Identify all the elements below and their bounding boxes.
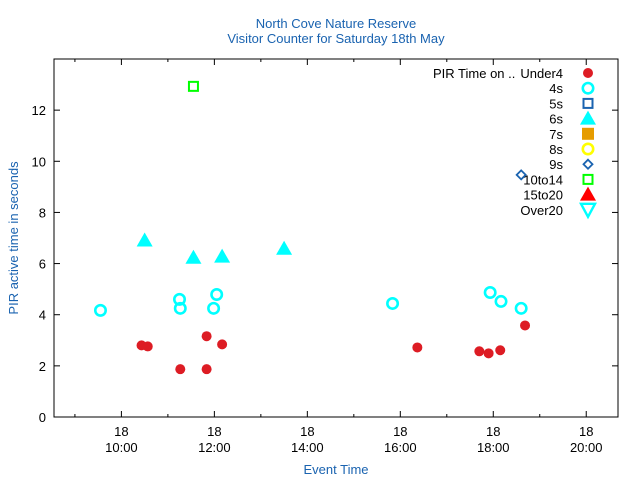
data-point-under4	[217, 339, 228, 350]
legend-marker-5s	[582, 97, 594, 109]
data-point-under4	[201, 364, 212, 375]
x-tick-label: 12:00	[198, 440, 231, 455]
legend-marker-7s	[582, 127, 594, 140]
data-point-4s	[210, 288, 224, 302]
data-point-4s	[93, 303, 107, 317]
legend-title: PIR Time on ..	[433, 66, 515, 81]
legend-label: 4s	[549, 81, 563, 96]
x-tick-day: 18	[579, 424, 593, 439]
data-point-under4	[483, 348, 494, 359]
y-axis-label: PIR active time in seconds	[6, 161, 21, 315]
y-tick-label: 8	[39, 205, 46, 220]
legend-marker-10to14	[582, 173, 594, 185]
y-tick-label: 0	[39, 410, 46, 425]
data-point-6s	[185, 249, 202, 264]
data-point-10to14	[187, 80, 199, 92]
y-tick-label: 10	[32, 154, 46, 169]
data-point-6s	[276, 240, 293, 255]
x-axis-label: Event Time	[303, 462, 368, 477]
legend-label: Under4	[520, 66, 563, 81]
x-tick-day: 18	[300, 424, 314, 439]
x-tick-label: 16:00	[384, 440, 417, 455]
data-point-4s	[173, 301, 187, 315]
x-tick-day: 18	[207, 424, 221, 439]
data-point-under4	[412, 342, 423, 353]
legend-marker-4s	[581, 81, 595, 95]
legend-label: 10to14	[523, 172, 563, 187]
legend-label: 7s	[549, 127, 563, 142]
data-point-9s	[515, 169, 527, 181]
data-point-4s	[386, 296, 400, 310]
legend-marker-under4	[583, 68, 593, 78]
x-tick-label: 20:00	[570, 440, 603, 455]
data-point-under4	[520, 320, 531, 331]
data-point-4s	[173, 292, 187, 306]
x-tick-label: 14:00	[291, 440, 324, 455]
legend: PIR Time on .. Under44s5s6s7s8s9s10to141…	[433, 66, 598, 220]
data-point-4s	[514, 301, 528, 315]
x-tick-day: 18	[486, 424, 500, 439]
data-point-under4	[142, 341, 153, 352]
legend-label: 6s	[549, 112, 563, 127]
x-tick-day: 18	[393, 424, 407, 439]
legend-marker-9s	[582, 158, 594, 170]
y-tick-label: 6	[39, 257, 46, 272]
legend-marker-over20	[578, 202, 598, 220]
chart-subtitle: Visitor Counter for Saturday 18th May	[227, 31, 445, 46]
legend-marker-8s	[581, 142, 595, 156]
legend-label: 5s	[549, 96, 563, 111]
plot-border	[53, 58, 619, 418]
data-point-4s	[494, 294, 508, 308]
data-point-under4	[175, 364, 186, 375]
data-point-under4	[201, 331, 212, 342]
y-tick-label: 2	[39, 359, 46, 374]
legend-label: 8s	[549, 142, 563, 157]
x-tick-label: 18:00	[477, 440, 510, 455]
data-point-under4	[495, 345, 506, 356]
data-point-under4	[474, 346, 485, 357]
x-tick-day: 18	[114, 424, 128, 439]
legend-marker-6s	[580, 110, 596, 125]
legend-label: Over20	[520, 203, 563, 218]
chart-title: North Cove Nature Reserve	[256, 16, 416, 31]
legend-marker-15to20	[580, 186, 596, 201]
legend-label: 15to20	[523, 188, 563, 203]
x-tick-label: 10:00	[105, 440, 138, 455]
y-tick-label: 4	[39, 308, 46, 323]
legend-label: 9s	[549, 157, 563, 172]
data-point-6s	[214, 248, 231, 263]
y-tick-label: 12	[32, 103, 46, 118]
data-point-4s	[207, 301, 221, 315]
data-point-4s	[483, 285, 497, 299]
data-point-6s	[136, 232, 153, 247]
